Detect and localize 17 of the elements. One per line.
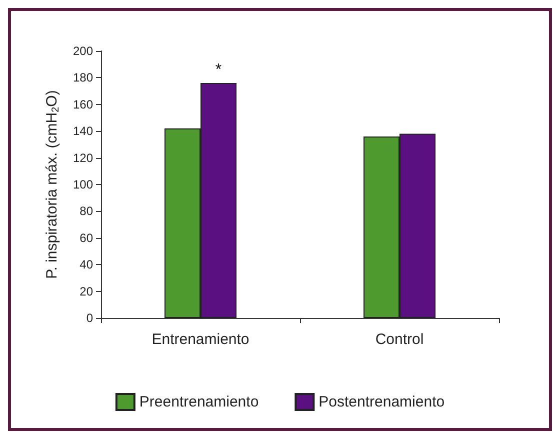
y-tick-label: 140	[72, 124, 94, 138]
y-tick-label: 120	[72, 150, 94, 165]
x-tick-label: Control	[375, 331, 424, 348]
y-axis-title: P. inspiratoria máx. (cmH2O)	[44, 90, 62, 279]
legend-label: Postentrenamiento	[318, 394, 445, 410]
annotation: *	[215, 62, 222, 79]
y-tick-label: 40	[80, 258, 94, 272]
y-tick-label: 60	[80, 230, 94, 245]
y-tick-label: 0	[86, 311, 94, 325]
y-tick-label: 180	[72, 70, 94, 85]
y-tick-label: 200	[72, 44, 94, 58]
y-tick-label: 80	[80, 204, 94, 218]
y-tick-label: 100	[72, 178, 94, 192]
x-tick-label: Entrenamiento	[152, 331, 250, 348]
legend-label: Preentrenamiento	[139, 394, 259, 410]
y-tick-label: 20	[80, 284, 94, 298]
y-tick-label: 160	[72, 97, 94, 112]
